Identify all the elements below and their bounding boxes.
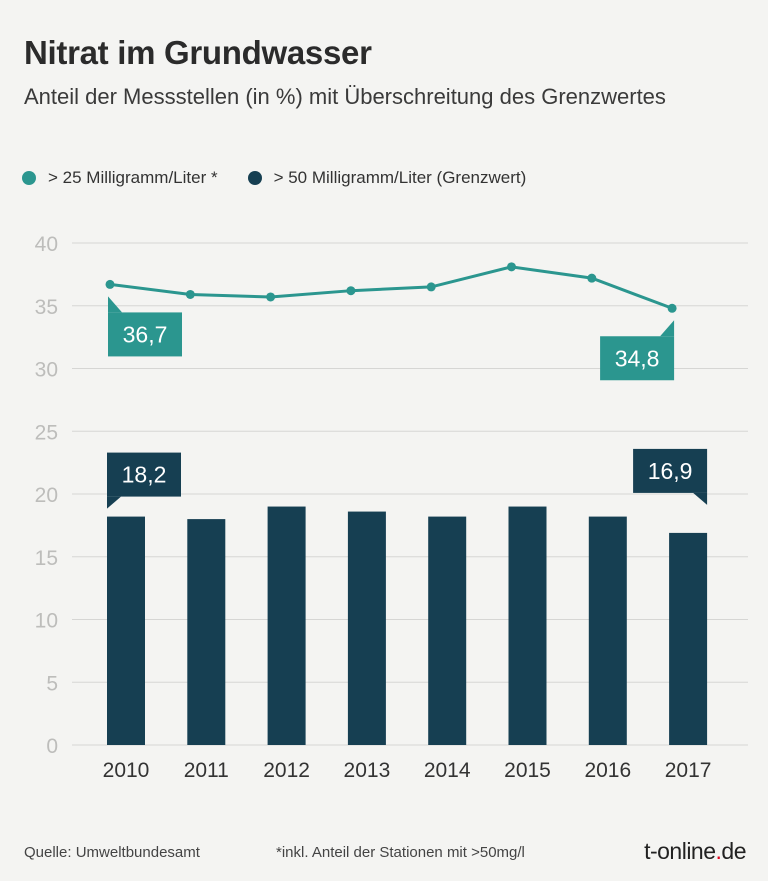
y-tick-label-5: 5: [46, 672, 58, 695]
line-point-2011: [185, 289, 195, 299]
data-label-25mg-2017-box: [600, 336, 675, 381]
legend-swatch-25mg: [22, 171, 36, 185]
legend-label-25mg: > 25 Milligramm/Liter *: [48, 168, 218, 187]
x-tick-label-2016: 2016: [584, 759, 631, 782]
legend-item-25mg: > 25 Milligramm/Liter *: [22, 168, 218, 188]
bar-2013: [347, 511, 386, 745]
data-label-50mg-2010: 18,2: [122, 462, 167, 488]
y-tick-label-35: 35: [35, 296, 58, 319]
legend-label-50mg: > 50 Milligramm/Liter (Grenzwert): [273, 168, 527, 187]
bar-2015: [508, 506, 547, 745]
bar-2011: [187, 519, 226, 745]
x-tick-label-2017: 2017: [665, 759, 712, 782]
x-tick-label-2010: 2010: [103, 759, 150, 782]
y-tick-label-30: 30: [35, 359, 58, 382]
bar-2012: [267, 506, 306, 745]
line-series-25mg: [109, 265, 673, 310]
bar-2014: [428, 516, 467, 745]
bar-2017: [669, 532, 708, 745]
data-label-50mg-2017-box: [633, 448, 708, 493]
x-tick-label-2015: 2015: [504, 759, 551, 782]
line-point-2010: [105, 279, 115, 289]
chart-title: Nitrat im Grundwasser: [24, 34, 372, 71]
y-tick-label-40: 40: [35, 233, 58, 256]
x-tick-label-2012: 2012: [263, 759, 310, 782]
data-label-50mg-2017: 16,9: [648, 458, 693, 484]
chart-subtitle: Anteil der Messstellen (in %) mit Übersc…: [24, 84, 666, 109]
line-point-2016: [587, 273, 597, 283]
legend-item-50mg: > 50 Milligramm/Liter (Grenzwert): [247, 168, 527, 188]
y-tick-label-15: 15: [35, 547, 58, 570]
line-point-2017: [667, 303, 677, 313]
footnote: *inkl. Anteil der Stationen mit >50mg/l: [276, 844, 525, 861]
line-point-2013: [346, 286, 356, 296]
data-label-25mg-2010-box: [108, 312, 182, 357]
data-label-50mg-2010-box: [107, 452, 181, 497]
chart-area: 0 5 10 15 20 25 30 35 40 2010 2011 2012 2013 2014 2015…: [35, 233, 748, 782]
x-tick-label-2011: 2011: [184, 759, 229, 782]
x-tick-label-2014: 2014: [424, 759, 471, 782]
bar-2016: [588, 516, 627, 745]
brand-logo: t-online.de: [644, 838, 746, 865]
data-label-25mg-2017: 34,8: [615, 345, 660, 371]
data-label-25mg-2017-pointer: [660, 320, 675, 337]
data-label-25mg-2010-pointer: [108, 296, 122, 313]
x-tick-label-2013: 2013: [344, 759, 391, 782]
y-tick-label-25: 25: [35, 421, 58, 444]
line-point-2015: [507, 262, 516, 272]
y-tick-label-20: 20: [35, 484, 58, 507]
source-note: Quelle: Umweltbundesamt: [24, 844, 200, 861]
data-label-50mg-2017-pointer: [693, 492, 708, 505]
legend-swatch-50mg: [247, 171, 262, 185]
brand-name: t-online: [644, 838, 716, 864]
bar-2010: [107, 516, 145, 745]
brand-tld: de: [721, 838, 746, 864]
brand-dot: .: [715, 838, 722, 864]
y-tick-label-10: 10: [35, 610, 58, 633]
legend: > 25 Milligramm/Liter * > 50 Milligramm/…: [22, 168, 556, 188]
line-point-2014: [426, 282, 436, 292]
line-point-2012: [266, 292, 276, 302]
y-tick-label-0: 0: [46, 735, 58, 758]
data-label-50mg-2010-pointer: [107, 496, 121, 509]
data-label-25mg-2010: 36,7: [123, 321, 168, 347]
